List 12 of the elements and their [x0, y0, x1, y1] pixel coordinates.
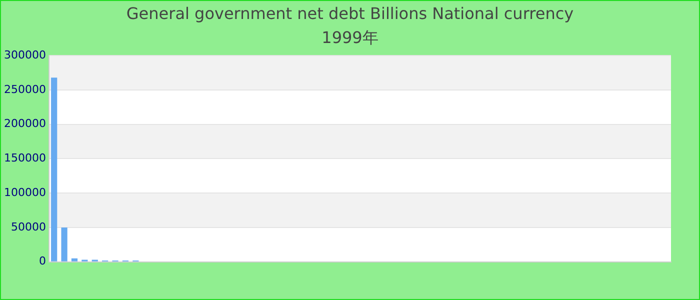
- bar: [51, 78, 58, 262]
- y-tick-label: 150000: [4, 152, 46, 165]
- chart-title: General government net debt Billions National currency: [125, 4, 575, 23]
- chart-subtitle: 1999年: [320, 28, 380, 49]
- y-tick-label: 100000: [4, 186, 46, 199]
- y-tick-label: 300000: [4, 48, 46, 62]
- y-tick-label: 250000: [4, 82, 46, 96]
- bar: [71, 258, 78, 262]
- y-tick-label: 0: [38, 254, 46, 268]
- bar: [61, 227, 68, 262]
- y-tick-label: 50000: [10, 220, 46, 234]
- y-tick-label: 200000: [4, 117, 46, 130]
